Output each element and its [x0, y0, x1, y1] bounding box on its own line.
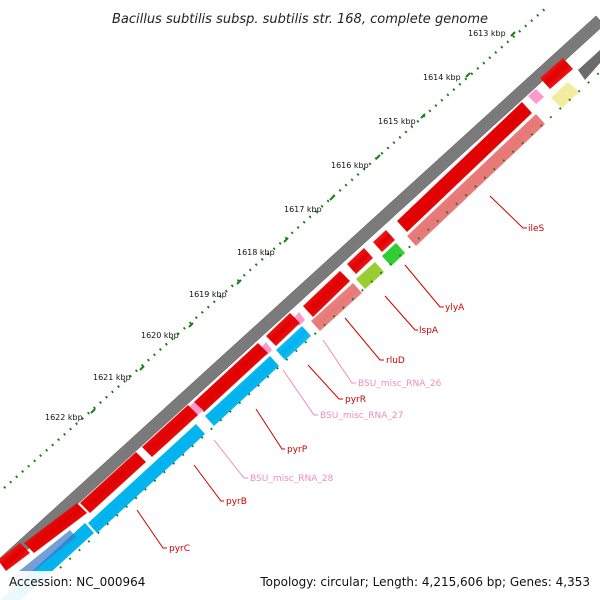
feature-lspA — [382, 243, 405, 266]
feature-misc-rna-26 — [294, 312, 305, 326]
leader-misc-rna-27 — [282, 369, 318, 416]
genome-summary-text: Topology: circular; Length: 4,215,606 bp… — [259, 575, 590, 589]
label-misc-rna-26: BSU_misc_RNA_26 — [358, 379, 442, 389]
feature-forward-b — [347, 248, 373, 274]
tick-1620: 1620 kbp — [141, 322, 194, 340]
leader-pyrP — [255, 408, 285, 450]
tick-label: 1616 kbp — [331, 161, 369, 170]
feature-forward-f — [142, 405, 198, 457]
tick-1616: 1616 kbp — [331, 154, 381, 170]
feature-rluD — [311, 283, 362, 331]
tick-1613: 1613 kbp — [468, 29, 516, 38]
feature-ileS-forward — [397, 102, 532, 232]
leader-ylyA — [404, 264, 444, 308]
feature-top-right-grey — [578, 50, 600, 80]
feature-misc-rna-small — [528, 89, 544, 104]
feature-misc-rna-27 — [261, 342, 272, 356]
feature-top-right-red — [540, 58, 573, 89]
map-title: Bacillus subtilis subsp. subtilis str. 1… — [112, 12, 488, 27]
label-pyrC: pyrC — [169, 544, 190, 554]
leader-rluD — [344, 317, 384, 361]
feature-ylyA — [551, 82, 579, 108]
tick-label: 1618 kbp — [237, 248, 275, 257]
genome-backbone — [0, 15, 600, 570]
tick-label: 1617 kbp — [284, 205, 322, 214]
tick-label: 1613 kbp — [468, 29, 506, 38]
label-rluD: rluD — [386, 356, 405, 366]
label-misc-rna-27: BSU_misc_RNA_27 — [320, 411, 403, 421]
ruler-dotted-line — [3, 7, 547, 489]
leader-misc-rna-28 — [213, 439, 248, 479]
leader-lspA — [384, 295, 418, 331]
leader-ileS — [489, 195, 527, 229]
tick-1617: 1617 kbp — [284, 195, 335, 214]
second-lane-features — [0, 82, 579, 600]
feature-pyrR — [276, 326, 311, 360]
tick-label: 1614 kbp — [423, 73, 461, 82]
feature-forward-g — [80, 452, 146, 513]
tick-1622: 1622 kbp — [45, 408, 96, 422]
label-pyrR: pyrR — [345, 395, 366, 405]
feature-forward-i — [0, 543, 30, 571]
tick-1619: 1619 kbp — [189, 279, 242, 299]
gene-labels: ileS ylyA lspA rluD BSU_misc_RNA_26 pyrR… — [169, 224, 545, 554]
tick-1621: 1621 kbp — [93, 365, 145, 382]
ruler-ticks: 1613 kbp 1614 kbp 1615 kbp 1616 kbp 1617… — [45, 29, 516, 422]
tick-label: 1619 kbp — [189, 290, 227, 299]
label-misc-rna-28: BSU_misc_RNA_28 — [250, 474, 334, 484]
forward-strand-features — [0, 50, 600, 571]
feature-rluD-green — [356, 262, 384, 289]
feature-pyrB — [88, 424, 205, 533]
tick-1615: 1615 kbp — [378, 113, 426, 126]
tick-label: 1615 kbp — [378, 117, 416, 126]
leader-pyrB — [193, 464, 224, 502]
tick-1614: 1614 kbp — [423, 72, 471, 82]
label-pyrP: pyrP — [287, 445, 308, 455]
leader-misc-rna-26 — [322, 339, 356, 384]
label-lspA: lspA — [419, 326, 439, 336]
feature-forward-e — [194, 343, 268, 412]
footer-bar — [0, 571, 600, 600]
leader-pyrC — [136, 509, 167, 549]
tick-label: 1621 kbp — [93, 373, 131, 382]
feature-forward-a — [373, 230, 395, 252]
feature-ileS — [407, 114, 545, 246]
leader-pyrR — [307, 364, 343, 400]
label-ileS: ileS — [528, 224, 545, 234]
label-ylyA: ylyA — [445, 303, 465, 313]
tick-label: 1620 kbp — [141, 331, 179, 340]
feature-pyrP — [205, 356, 279, 426]
label-pyrB: pyrB — [226, 497, 247, 507]
feature-forward-h — [24, 503, 87, 553]
feature-misc-rna-28 — [188, 402, 203, 417]
feature-forward-c — [303, 271, 350, 317]
tick-1618: 1618 kbp — [237, 237, 289, 257]
tick-label: 1622 kbp — [45, 413, 83, 422]
leader-lines — [136, 195, 527, 549]
accession-text: Accession: NC_000964 — [9, 575, 145, 589]
feature-forward-d — [266, 313, 300, 346]
